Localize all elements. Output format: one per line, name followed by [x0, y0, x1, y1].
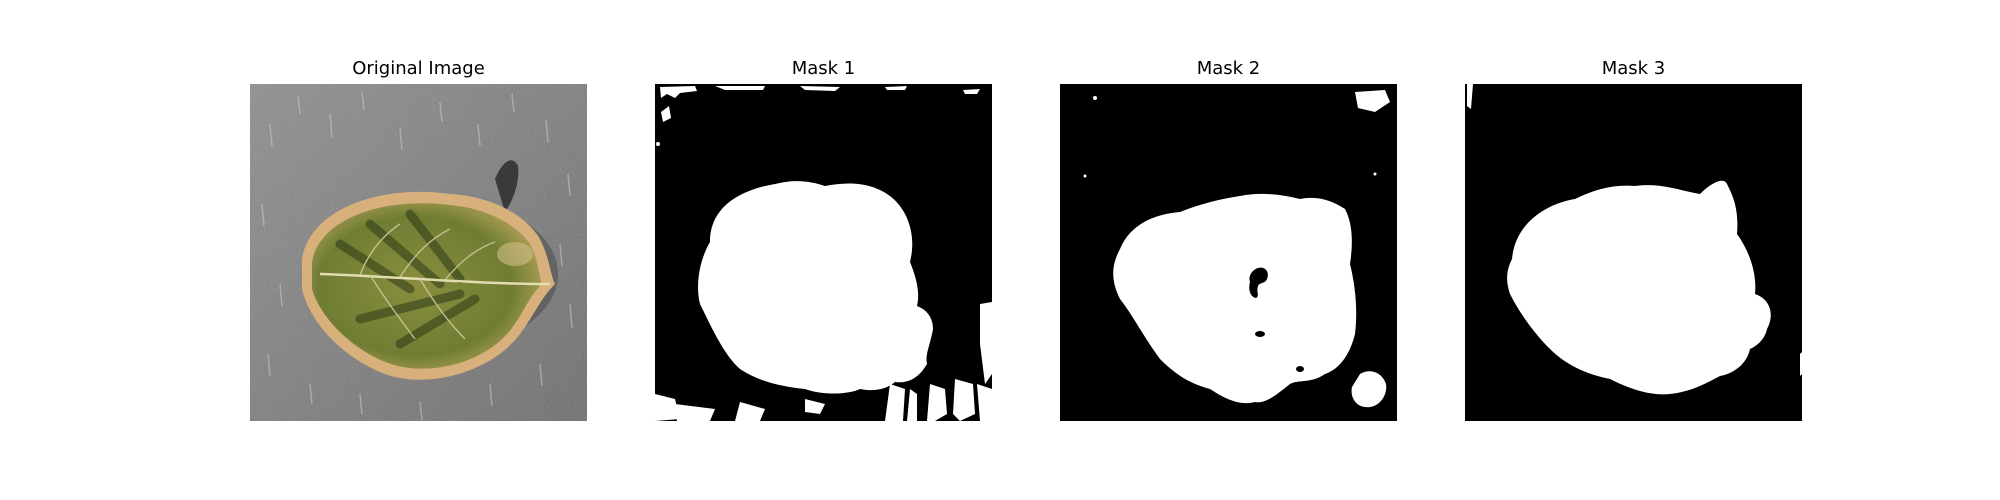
mask-1: [655, 84, 992, 421]
mask-3: [1465, 84, 1802, 421]
leaf-photo: [250, 84, 587, 421]
mask-1-image: [655, 84, 992, 421]
mask-2: [1060, 84, 1397, 421]
panel-title: Mask 2: [1196, 58, 1261, 79]
panel-mask-3: Mask 3: [1465, 0, 1802, 500]
panel-title: Mask 3: [1601, 58, 1666, 79]
panel-mask-2: Mask 2: [1060, 0, 1397, 500]
panel-title: Original Image: [352, 58, 485, 79]
original-image: [250, 84, 587, 421]
mask-3-image: [1465, 84, 1802, 421]
mask-2-image: [1060, 84, 1397, 421]
panel-original-image: Original Image: [250, 0, 587, 500]
panel-mask-1: Mask 1: [655, 0, 992, 500]
panel-title: Mask 1: [791, 58, 856, 79]
